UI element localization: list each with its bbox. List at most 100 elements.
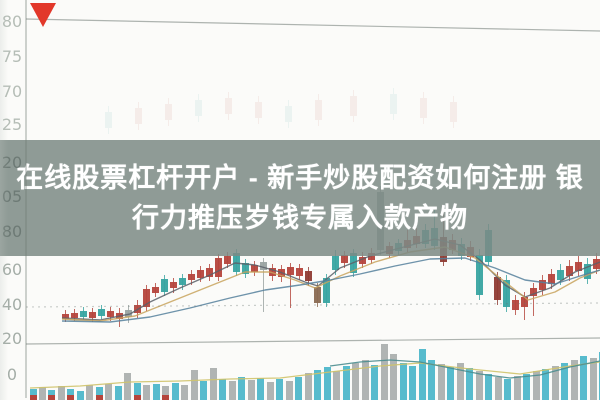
ghost-candle: [165, 98, 172, 126]
price-candle: [98, 305, 105, 319]
volume-bar: [143, 385, 150, 400]
volume-bar: [286, 381, 293, 400]
volume-bar: [67, 389, 74, 400]
ghost-candle: [195, 94, 202, 122]
volume-bar: [134, 383, 141, 400]
volume-bar: [162, 386, 169, 400]
volume-red-stub: [67, 395, 74, 400]
price-candle: [287, 263, 294, 308]
volume-bar: [115, 386, 122, 400]
price-candle: [215, 254, 222, 281]
article-title-line-1: 在线股票杠杆开户 - 新手炒股配资如何注册 银: [16, 163, 584, 193]
price-candle: [251, 261, 258, 276]
volume-red-stub: [134, 395, 141, 400]
price-candle: [80, 307, 87, 320]
price-candle: [530, 283, 537, 316]
ghost-candle: [225, 92, 232, 120]
price-candle: [476, 249, 483, 300]
volume-bar: [523, 374, 530, 400]
volume-bar: [257, 378, 264, 400]
price-candle: [539, 275, 546, 295]
price-candle: [161, 275, 168, 296]
volume-bar: [105, 384, 112, 400]
volume-bar: [400, 363, 407, 400]
volume-bar: [362, 360, 369, 400]
y-axis-label: 25: [1, 115, 23, 134]
volume-bar: [295, 377, 302, 400]
vol-ma-teal: [329, 359, 600, 379]
y-axis-label: 60: [1, 260, 23, 279]
volume-bar: [333, 371, 340, 400]
volume-bar: [248, 380, 255, 400]
volume-bar: [305, 373, 312, 400]
y-axis-label: 20: [1, 153, 23, 172]
volume-bar: [229, 381, 236, 400]
volume-bar: [314, 370, 321, 400]
ma-orange: [61, 246, 600, 322]
ghost-candle: [135, 102, 142, 130]
price-candle: [575, 256, 582, 276]
ghost-candle: [285, 100, 292, 128]
price-candle: [512, 295, 519, 315]
volume-bar: [476, 371, 483, 400]
y-axis-labels: 80 75 70 25 20 05 80 60 40 20 0: [0, 0, 30, 400]
price-candle: [584, 258, 591, 284]
red-pennant-icon: [30, 3, 56, 27]
volume-bar: [504, 379, 511, 400]
volume-bar: [409, 366, 416, 400]
volume-bar: [438, 364, 445, 400]
volume-bar: [552, 366, 559, 400]
volume-bar: [238, 377, 245, 400]
volume-bar: [219, 379, 226, 400]
volume-bar: [267, 382, 274, 400]
volume-bar: [457, 363, 464, 400]
volume-bar: [447, 367, 454, 400]
volume-red-stub: [48, 395, 55, 400]
volume-bar: [381, 344, 388, 400]
price-candle: [242, 259, 249, 278]
price-candle: [296, 264, 303, 280]
volume-bar: [77, 391, 84, 400]
volume-bar: [191, 370, 198, 400]
price-candle: [152, 283, 159, 297]
volume-bar: [200, 381, 207, 400]
volume-bar: [590, 358, 597, 400]
price-candle: [566, 260, 573, 281]
volume-bar: [352, 363, 359, 400]
y-axis-label: 05: [1, 187, 23, 206]
ghost-candle: [420, 92, 427, 124]
price-candle: [548, 269, 555, 289]
ghost-candle: [105, 106, 112, 134]
volume-bar: [371, 365, 378, 400]
volume-bar: [324, 367, 331, 400]
y-axis-label: 80: [1, 222, 23, 241]
y-axis-label: 70: [1, 82, 23, 101]
volume-bar: [343, 366, 350, 400]
price-candle: [206, 264, 213, 281]
volume-bar: [466, 368, 473, 400]
volume-bar: [30, 389, 37, 400]
ghost-candle: [255, 96, 262, 124]
volume-bar: [580, 356, 587, 400]
price-candle: [107, 307, 114, 321]
volume-bar: [276, 379, 283, 400]
volume-bar: [495, 377, 502, 400]
y-axis-label: 40: [1, 295, 23, 314]
volume-bar: [124, 373, 131, 400]
volume-bar: [181, 385, 188, 400]
price-candle: [143, 285, 150, 311]
volume-bar: [419, 349, 426, 400]
volume-bar: [514, 376, 521, 400]
ma-blue: [61, 257, 600, 323]
title-overlay-band: 在线股票杠杆开户 - 新手炒股配资如何注册 银 行力推压岁钱专属入款产物: [0, 140, 600, 256]
y-axis-label: 80: [1, 12, 23, 31]
volume-bar: [153, 384, 160, 400]
volume-bar: [542, 369, 549, 400]
red-pennant-shape: [30, 3, 56, 27]
volume-red-stub: [30, 395, 37, 400]
y-axis-label: 0: [6, 365, 18, 384]
volume-bar: [428, 360, 435, 400]
ma-dark: [61, 238, 600, 321]
ghost-candle: [315, 94, 322, 126]
